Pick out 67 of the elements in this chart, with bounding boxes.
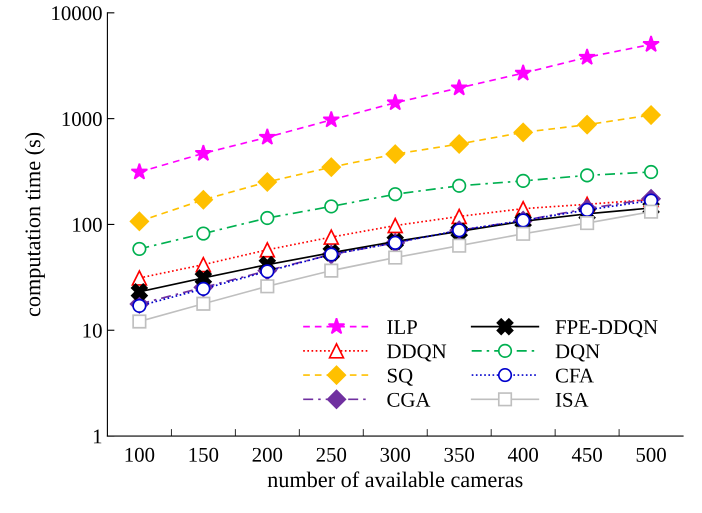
y-axis-title: computation time (s)	[24, 132, 45, 316]
point	[196, 282, 210, 296]
y-tick-label: 1000	[62, 112, 102, 126]
point	[580, 216, 594, 230]
point	[322, 157, 341, 177]
point	[644, 164, 658, 180]
x-tick-label: 100	[126, 448, 154, 462]
point	[322, 110, 340, 128]
legend-label: CFA	[556, 368, 594, 383]
point	[644, 204, 658, 219]
legend-label: ISA	[556, 392, 588, 407]
point	[260, 210, 274, 226]
point	[577, 114, 597, 134]
point	[452, 178, 466, 193]
point	[388, 250, 402, 265]
point	[324, 264, 338, 278]
point	[386, 144, 405, 164]
x-axis-title: number of available cameras	[268, 471, 522, 488]
point	[641, 105, 661, 125]
point	[258, 128, 276, 145]
y-tick-label: 100	[73, 218, 102, 232]
point	[514, 64, 532, 81]
point	[450, 134, 469, 154]
point	[642, 35, 660, 52]
point	[260, 279, 274, 294]
point	[132, 314, 146, 329]
point	[513, 122, 533, 142]
point	[260, 242, 276, 258]
x-tick-label: 200	[252, 448, 282, 462]
y-tick-label: 10000	[52, 6, 102, 20]
point	[516, 174, 530, 188]
point	[580, 168, 594, 182]
x-tick-label: 450	[572, 448, 602, 462]
point	[194, 144, 212, 161]
point	[130, 212, 150, 232]
x-tick-label: 150	[190, 448, 218, 462]
point	[258, 172, 277, 192]
legend-label: ILP	[387, 320, 417, 334]
point	[323, 229, 340, 245]
point	[516, 226, 530, 241]
point	[324, 199, 338, 214]
point	[132, 242, 146, 256]
point	[580, 202, 594, 218]
legend-label: DDQN	[387, 344, 446, 362]
point	[386, 94, 404, 110]
x-tick-label: 250	[316, 448, 346, 462]
point	[194, 190, 214, 210]
point	[578, 48, 596, 65]
point	[196, 226, 210, 241]
y-tick-label: 10	[84, 324, 102, 338]
legend-label: FPE-DDQN	[556, 320, 658, 338]
x-tick-label: 500	[636, 448, 666, 462]
legend-label: DQN	[556, 344, 600, 362]
x-tick-label: 300	[380, 448, 410, 462]
point	[450, 78, 468, 96]
point	[130, 162, 148, 180]
point	[388, 187, 402, 202]
point	[452, 238, 466, 253]
legend-label: CGA	[387, 392, 430, 407]
legend-label: SQ	[388, 368, 413, 386]
point	[130, 283, 148, 300]
point	[196, 296, 210, 311]
x-tick-label: 400	[508, 448, 538, 462]
point	[387, 218, 404, 234]
x-tick-label: 350	[444, 448, 474, 462]
y-tick-label: 1	[94, 430, 102, 444]
point	[260, 264, 274, 278]
